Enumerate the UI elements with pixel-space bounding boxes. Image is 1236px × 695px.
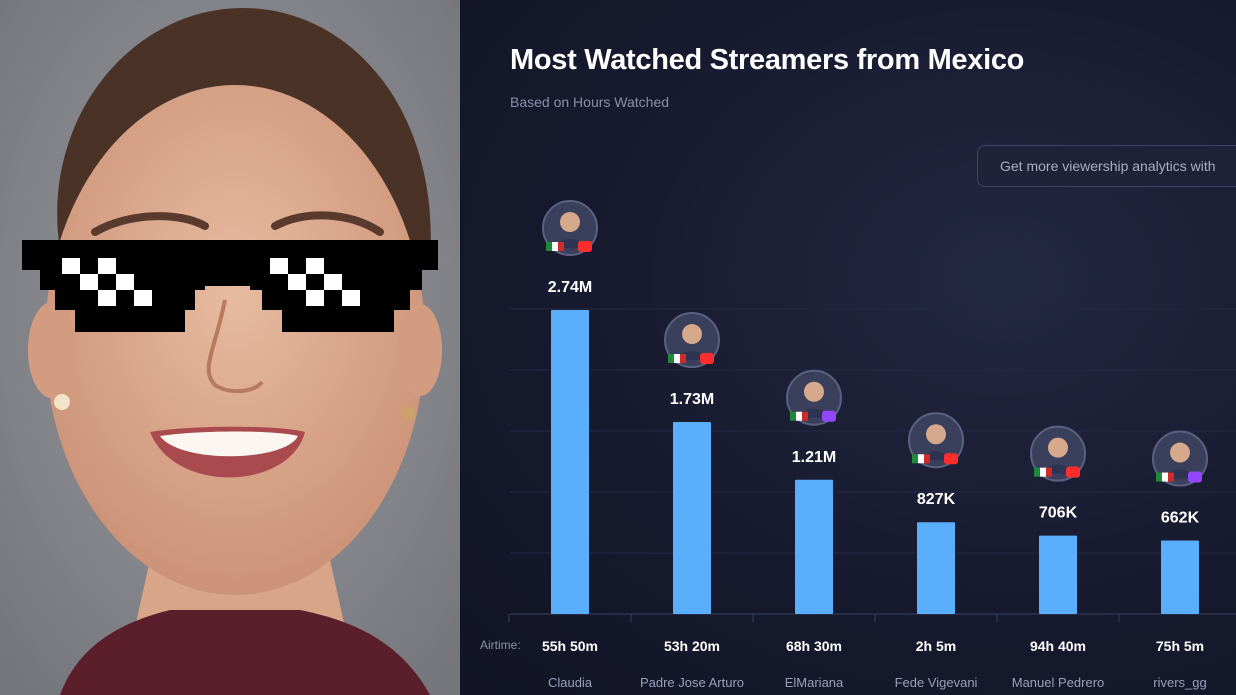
mexico-flag-icon-2	[668, 354, 674, 364]
mexico-flag-icon-1	[546, 242, 552, 251]
airtime-value-4: 2h 5m	[916, 638, 956, 654]
streamer-name-2: Padre Jose Arturo	[640, 675, 744, 690]
airtime-value-5: 94h 40m	[1030, 638, 1086, 654]
avatar-head-6	[1170, 442, 1190, 463]
avatar-head-3	[804, 381, 824, 402]
mexico-flag-icon-1	[558, 242, 564, 251]
youtube-icon-1	[578, 241, 592, 252]
bar-3	[795, 479, 833, 614]
youtube-icon-5	[1066, 466, 1080, 478]
value-label-6: 662K	[1161, 510, 1200, 527]
mexico-flag-icon-1	[552, 242, 558, 251]
mexico-flag-icon-2	[680, 354, 686, 364]
bar-2	[673, 422, 711, 614]
streamer-name-3: ElMariana	[785, 675, 844, 690]
value-label-4: 827K	[917, 491, 956, 508]
mexico-flag-icon-6	[1162, 472, 1168, 482]
bar-4	[917, 522, 955, 614]
bar-5	[1039, 535, 1077, 614]
twitch-icon-3	[822, 410, 836, 422]
avatar-head-5	[1048, 437, 1068, 458]
chart-title: Most Watched Streamers from Mexico	[510, 44, 1025, 76]
airtime-value-1: 55h 50m	[542, 638, 598, 654]
avatar-head-4	[926, 424, 946, 445]
bar-1	[551, 310, 589, 614]
streamer-name-5: Manuel Pedrero	[1012, 675, 1105, 690]
airtime-value-6: 75h 5m	[1156, 638, 1204, 654]
mexico-flag-icon-3	[796, 411, 802, 421]
airtime-value-2: 53h 20m	[664, 638, 720, 654]
mexico-flag-icon-4	[912, 454, 918, 464]
avatar-head-2	[682, 324, 702, 345]
value-label-5: 706K	[1039, 505, 1078, 522]
youtube-icon-4	[944, 453, 958, 465]
chart-subtitle: Based on Hours Watched	[510, 94, 670, 110]
avatar-head-1	[560, 212, 580, 232]
airtime-label: Airtime:	[480, 638, 521, 652]
mexico-flag-icon-3	[802, 411, 808, 421]
mexico-flag-icon-3	[790, 411, 796, 421]
value-label-3: 1.21M	[792, 449, 836, 466]
streamer-name-6: rivers_gg	[1153, 675, 1206, 690]
value-label-1: 2.74M	[548, 279, 592, 296]
bar-chart: 2.74M 55h 50m Claudia 1.73M 53h 20m Padre Jos…	[508, 200, 1236, 690]
mexico-flag-icon-5	[1040, 467, 1046, 477]
twitch-icon-6	[1188, 471, 1202, 483]
mexico-flag-icon-5	[1046, 467, 1052, 477]
value-label-2: 1.73M	[670, 391, 714, 408]
mexico-flag-icon-5	[1034, 467, 1040, 477]
mexico-flag-icon-6	[1168, 472, 1174, 482]
mexico-flag-icon-4	[918, 454, 924, 464]
chart-panel: Most Watched Streamers from Mexico Based…	[460, 0, 1236, 695]
streamer-name-4: Fede Vigevani	[895, 675, 978, 690]
mexico-flag-icon-6	[1156, 472, 1162, 482]
youtube-icon-2	[700, 353, 714, 365]
streamer-name-1: Claudia	[548, 675, 593, 690]
viewership-analytics-button[interactable]: Get more viewership analytics with	[977, 145, 1236, 187]
mexico-flag-icon-4	[924, 454, 930, 464]
mexico-flag-icon-2	[674, 354, 680, 364]
airtime-value-3: 68h 30m	[786, 638, 842, 654]
meme-photo	[0, 0, 460, 695]
bar-6	[1161, 540, 1199, 614]
portrait-illustration	[0, 0, 460, 695]
